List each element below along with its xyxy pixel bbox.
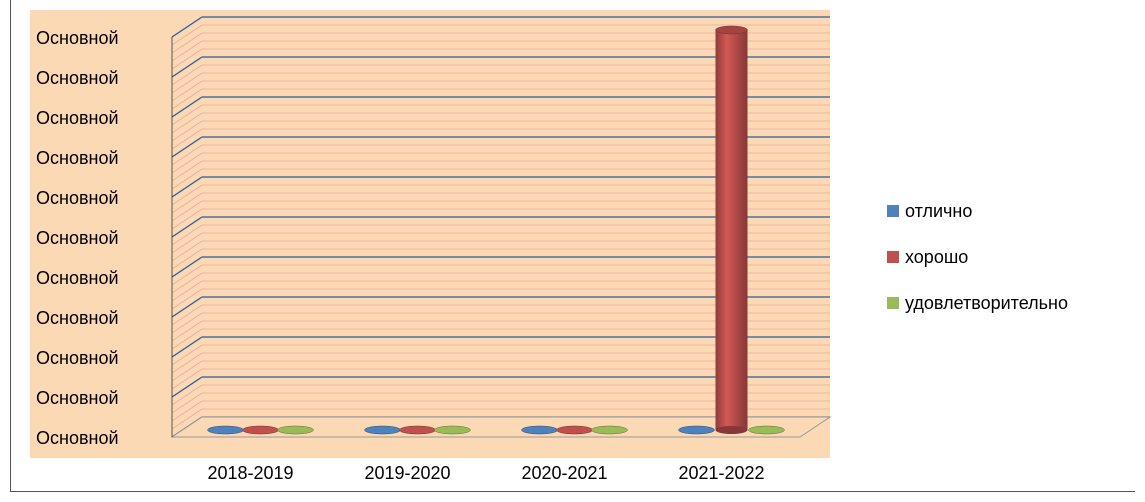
bar-отлично — [364, 425, 401, 435]
minor-gridline-side — [171, 344, 203, 366]
minor-gridline-side — [171, 104, 203, 126]
minor-gridline-side — [171, 32, 203, 54]
bar-top-хорошо — [715, 25, 748, 35]
minor-gridline-side — [171, 400, 203, 422]
minor-gridline-side — [171, 240, 203, 262]
x-tick-label: 2018-2019 — [207, 463, 293, 483]
bar-отлично — [521, 425, 558, 435]
minor-gridline-side — [171, 312, 203, 334]
bar-хорошо — [556, 425, 593, 435]
major-gridline-side — [171, 336, 203, 358]
legend-item-good: хорошо — [887, 234, 1068, 280]
minor-gridline-side — [171, 64, 203, 86]
y-tick-label: Основной — [36, 308, 119, 328]
minor-gridline-side — [171, 112, 203, 134]
minor-gridline-side — [171, 264, 203, 286]
minor-gridline-side — [171, 80, 203, 102]
y-tick-label: Основной — [36, 428, 119, 448]
y-tick-label: Основной — [36, 108, 119, 128]
legend-swatch-excellent — [887, 205, 899, 217]
minor-gridline-side — [171, 320, 203, 342]
y-tick-label: Основной — [36, 268, 119, 288]
minor-gridline-side — [171, 368, 203, 390]
bar-хорошо — [399, 425, 436, 435]
bar-body-хорошо — [715, 30, 748, 430]
minor-gridline-side — [171, 224, 203, 246]
y-tick-label: Основной — [36, 68, 119, 88]
minor-gridline-side — [171, 168, 203, 190]
minor-gridline-side — [171, 120, 203, 142]
major-gridline-side — [171, 376, 203, 398]
minor-gridline-side — [171, 232, 203, 254]
minor-gridline-side — [171, 360, 203, 382]
minor-gridline-side — [171, 160, 203, 182]
major-gridline-side — [171, 256, 203, 278]
y-tick-label: Основной — [36, 228, 119, 248]
minor-gridline-side — [171, 352, 203, 374]
major-gridline-side — [171, 216, 203, 238]
major-gridline-side — [171, 96, 203, 118]
minor-gridline-side — [171, 208, 203, 230]
chart-floor — [170, 416, 832, 438]
legend-item-excellent: отлично — [887, 188, 1068, 234]
minor-gridline-side — [171, 40, 203, 62]
minor-gridline-side — [171, 152, 203, 174]
minor-gridline-side — [171, 128, 203, 150]
legend: отлично хорошо удовлетворительно — [887, 188, 1068, 326]
y-tick-label: Основной — [36, 188, 119, 208]
bar-отлично — [207, 425, 244, 435]
bar-удовлетворительно — [277, 425, 314, 435]
legend-item-satisfactory: удовлетворительно — [887, 280, 1068, 326]
minor-gridline-side — [171, 88, 203, 110]
major-gridline-side — [171, 136, 203, 158]
major-gridline-side — [171, 16, 203, 38]
chart-frame — [10, 0, 1135, 492]
bar-удовлетворительно — [434, 425, 471, 435]
minor-gridline-side — [171, 48, 203, 70]
bar-удовлетворительно — [748, 425, 785, 435]
minor-gridline-side — [171, 248, 203, 270]
y-tick-label: Основной — [36, 348, 119, 368]
y-tick-label: Основной — [36, 28, 119, 48]
minor-gridline-side — [171, 280, 203, 302]
minor-gridline-side — [171, 384, 203, 406]
bar-отлично — [678, 425, 715, 435]
major-gridline-side — [171, 296, 203, 318]
major-gridline-side — [171, 56, 203, 78]
x-tick-label: 2019-2020 — [364, 463, 450, 483]
plot-area — [30, 10, 830, 458]
minor-gridline-side — [171, 288, 203, 310]
bar-хорошо — [242, 425, 279, 435]
legend-label-satisfactory: удовлетворительно — [905, 292, 1068, 313]
bar-base-хорошо — [715, 426, 748, 434]
legend-swatch-satisfactory — [887, 297, 899, 309]
minor-gridline-side — [171, 392, 203, 414]
minor-gridline-side — [171, 304, 203, 326]
x-tick-label: 2020-2021 — [521, 463, 607, 483]
minor-gridline-side — [171, 24, 203, 46]
minor-gridline-side — [171, 328, 203, 350]
legend-label-excellent: отлично — [905, 200, 973, 221]
minor-gridline-side — [171, 192, 203, 214]
minor-gridline-side — [171, 200, 203, 222]
y-tick-label: Основной — [36, 148, 119, 168]
minor-gridline-side — [171, 408, 203, 430]
minor-gridline-side — [171, 144, 203, 166]
legend-swatch-good — [887, 251, 899, 263]
minor-gridline-side — [171, 72, 203, 94]
major-gridline-side — [171, 176, 203, 198]
y-tick-label: Основной — [36, 388, 119, 408]
legend-label-good: хорошо — [905, 246, 969, 267]
bar-удовлетворительно — [591, 425, 628, 435]
minor-gridline-side — [171, 184, 203, 206]
x-tick-label: 2021-2022 — [678, 463, 764, 483]
minor-gridline-side — [171, 272, 203, 294]
